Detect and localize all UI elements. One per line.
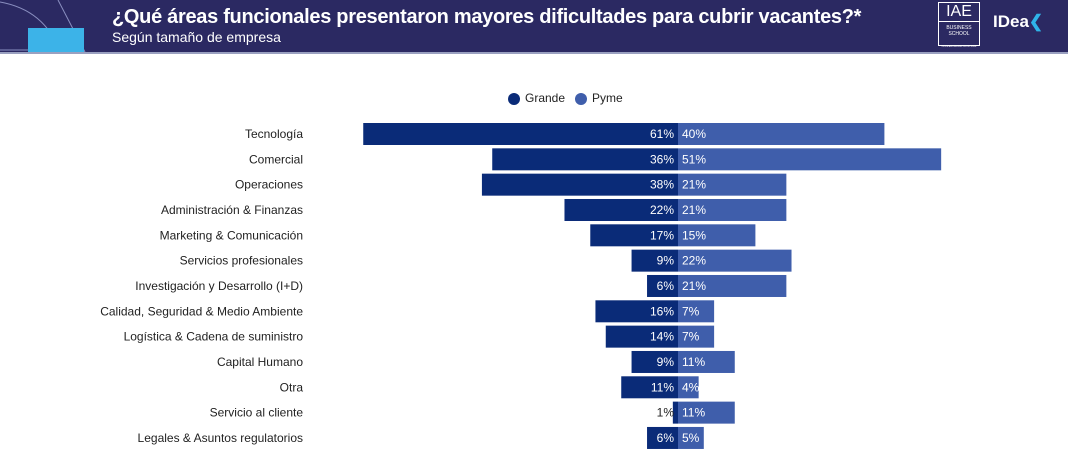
value-label-grande: 38% — [650, 178, 674, 192]
category-label: Tecnología — [245, 127, 303, 141]
bar-grande — [672, 401, 678, 424]
bar-pyme — [678, 249, 792, 272]
bar-pyme — [678, 350, 735, 373]
bar-pyme — [678, 325, 715, 348]
value-label-grande: 61% — [650, 127, 674, 141]
bar-grande — [564, 198, 678, 221]
value-label-grande: 11% — [651, 380, 674, 394]
category-label: Investigación y Desarrollo (I+D) — [135, 279, 303, 293]
header: ¿Qué áreas funcionales presentaron mayor… — [0, 0, 1068, 54]
value-label-grande: 1% — [657, 406, 675, 420]
value-label-pyme: 22% — [682, 254, 706, 268]
value-label-grande: 17% — [650, 228, 674, 242]
bar-grande — [647, 426, 678, 449]
value-label-grande: 22% — [650, 203, 674, 217]
bar-grande — [621, 376, 678, 399]
bar-grande — [605, 325, 678, 348]
category-label: Marketing & Comunicación — [160, 228, 303, 242]
bar-pyme — [678, 224, 756, 247]
category-label: Servicios profesionales — [180, 254, 303, 268]
bar-pyme — [678, 300, 715, 323]
value-label-pyme: 11% — [682, 355, 705, 369]
value-label-pyme: 5% — [682, 431, 700, 445]
value-label-pyme: 15% — [682, 228, 706, 242]
bar-pyme — [678, 148, 942, 171]
category-label: Administración & Finanzas — [161, 203, 303, 217]
value-label-pyme: 4% — [682, 380, 700, 394]
bar-pyme — [678, 123, 885, 145]
category-label: Logística & Cadena de suministro — [124, 330, 304, 344]
value-label-grande: 9% — [657, 254, 675, 268]
bar-grande — [363, 123, 678, 145]
value-label-pyme: 11% — [682, 406, 705, 420]
bar-pyme — [678, 198, 787, 221]
legend-item-grande: Grande — [508, 91, 565, 105]
bar-grande — [595, 300, 678, 323]
category-label: Comercial — [249, 152, 303, 166]
iae-logo: IAE BUSINESS SCHOOL UNIVERSIDAD AUSTRAL — [938, 2, 980, 48]
bar-grande — [481, 173, 678, 196]
value-label-grande: 9% — [657, 355, 675, 369]
legend: Grande Pyme — [508, 91, 623, 105]
category-label: Operaciones — [235, 178, 303, 192]
bar-grande — [647, 274, 678, 297]
bar-grande — [492, 148, 678, 171]
decorative-shape — [0, 0, 86, 52]
value-label-pyme: 21% — [682, 279, 706, 293]
value-label-grande: 6% — [657, 279, 675, 293]
value-label-pyme: 7% — [682, 304, 700, 318]
value-label-pyme: 51% — [682, 152, 706, 166]
category-label: Capital Humano — [217, 355, 303, 369]
value-label-grande: 14% — [650, 330, 674, 344]
bar-pyme — [678, 426, 704, 449]
value-label-pyme: 21% — [682, 178, 706, 192]
value-label-pyme: 7% — [682, 330, 700, 344]
bar-grande — [631, 350, 678, 373]
category-label: Otra — [280, 380, 304, 394]
legend-item-pyme: Pyme — [575, 91, 623, 105]
chart-title: ¿Qué áreas funcionales presentaron mayor… — [112, 6, 862, 28]
idea-logo: IDea❮ — [993, 12, 1044, 31]
category-label: Servicio al cliente — [210, 406, 304, 420]
chart-subtitle: Según tamaño de empresa — [112, 29, 281, 45]
value-label-pyme: 40% — [682, 127, 706, 141]
bar-pyme — [678, 401, 735, 424]
category-label: Calidad, Seguridad & Medio Ambiente — [100, 304, 303, 318]
value-label-grande: 6% — [657, 431, 675, 445]
bar-pyme — [678, 274, 787, 297]
value-label-grande: 36% — [650, 152, 674, 166]
value-label-pyme: 21% — [682, 203, 706, 217]
bar-pyme — [678, 376, 699, 399]
bar-pyme — [678, 173, 787, 196]
bar-grande — [590, 224, 678, 247]
category-label: Legales & Asuntos regulatorios — [138, 431, 303, 445]
bar-grande — [631, 249, 678, 272]
value-label-grande: 16% — [650, 304, 674, 318]
